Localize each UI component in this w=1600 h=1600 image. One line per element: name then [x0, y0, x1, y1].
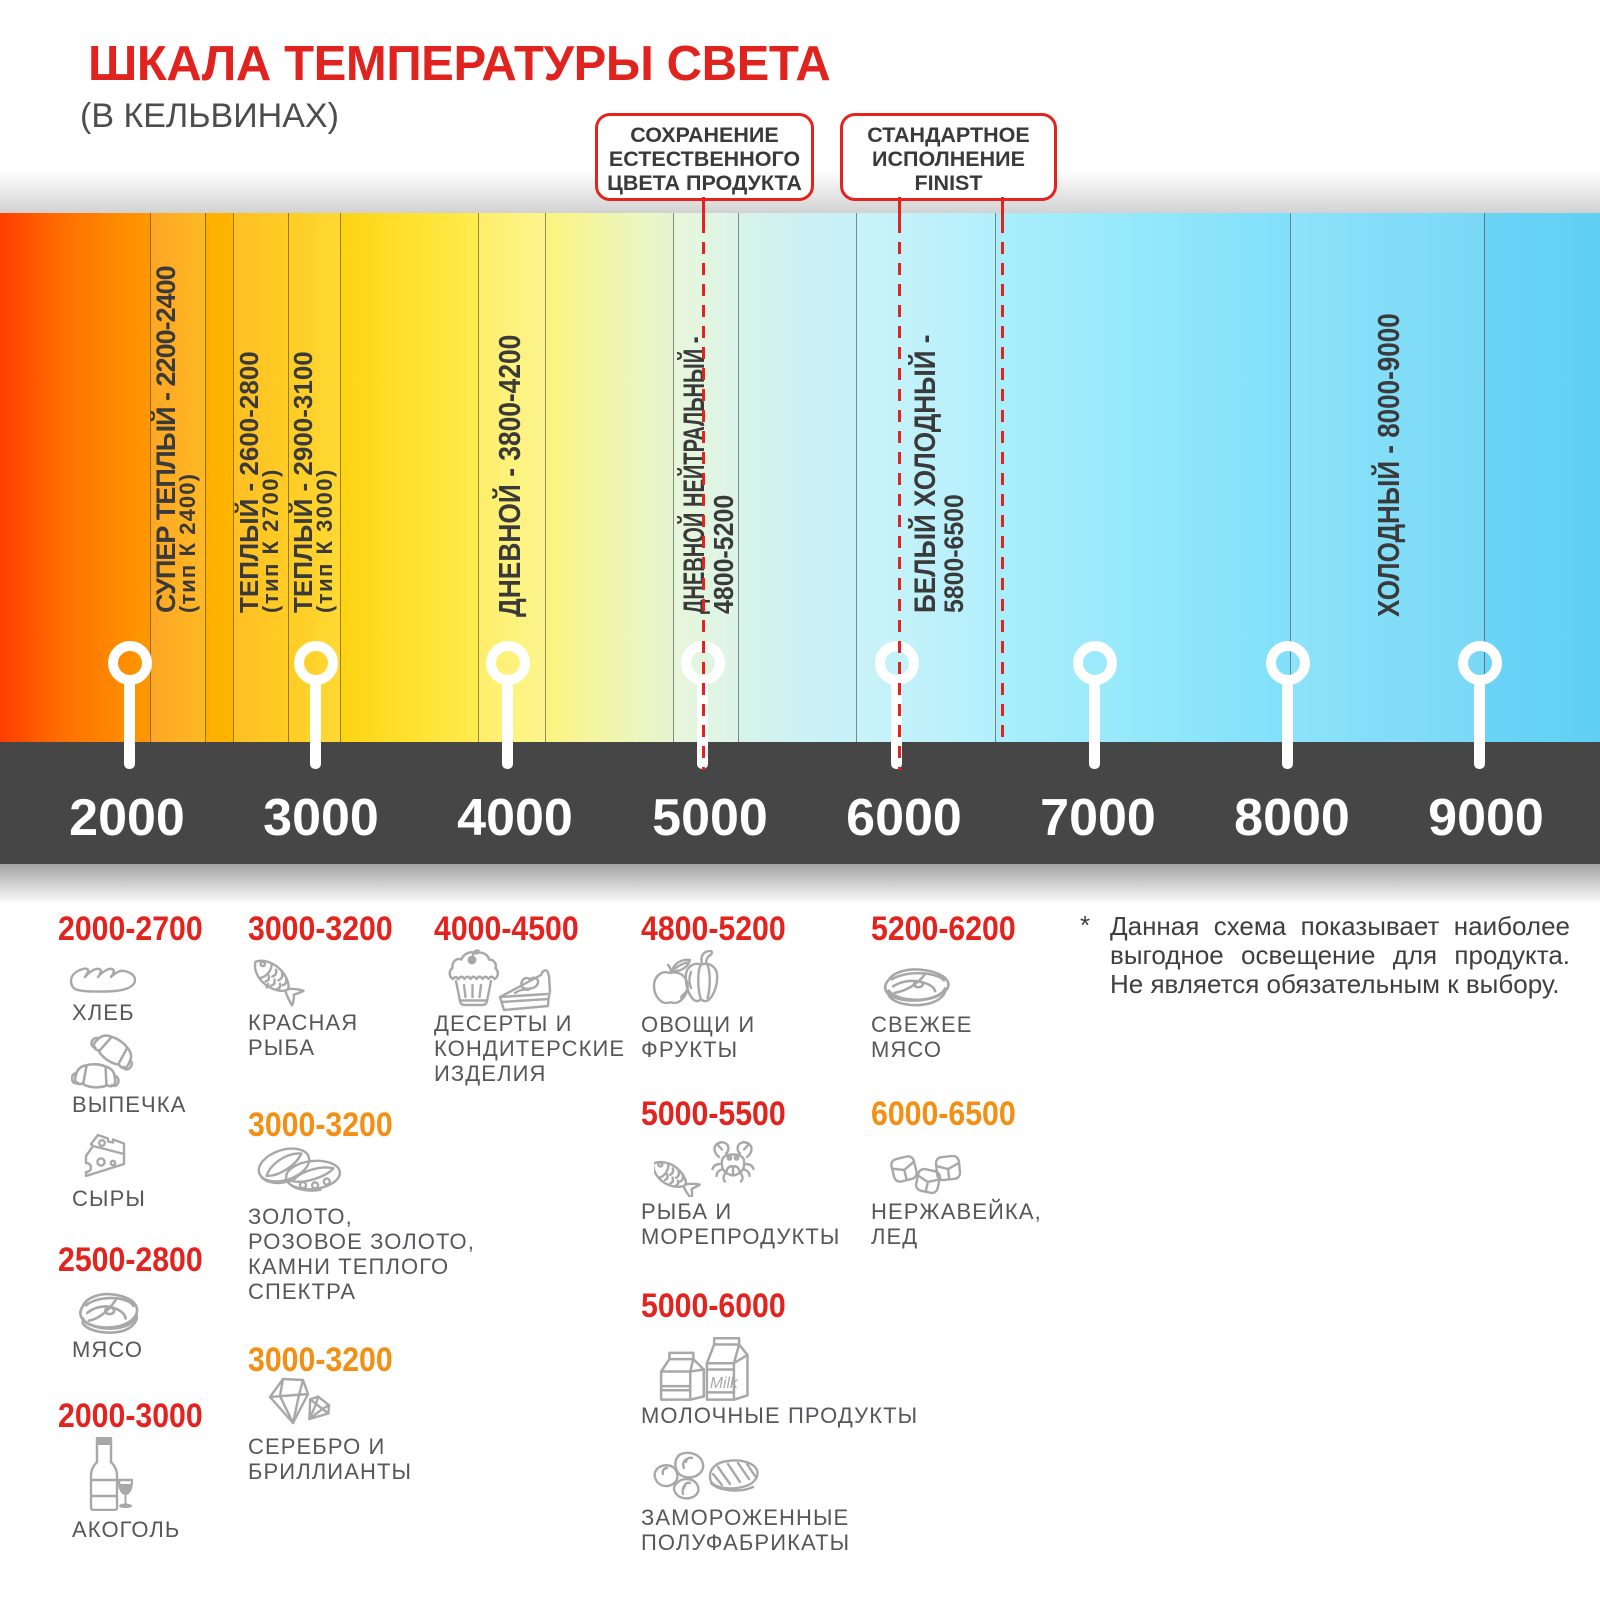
svg-text:Milk: Milk: [710, 1375, 739, 1392]
